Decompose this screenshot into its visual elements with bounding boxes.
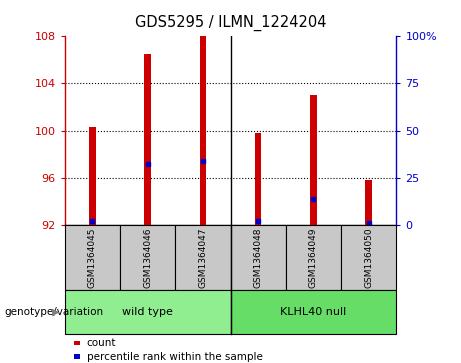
Text: GDS5295 / ILMN_1224204: GDS5295 / ILMN_1224204 (135, 15, 326, 31)
Text: KLHL40 null: KLHL40 null (280, 307, 347, 317)
Text: percentile rank within the sample: percentile rank within the sample (87, 352, 263, 362)
Text: genotype/variation: genotype/variation (5, 307, 104, 317)
Bar (89, 127, 95, 225)
Text: GSM1364045: GSM1364045 (88, 228, 97, 288)
Bar (144, 54, 151, 225)
Bar (255, 133, 261, 225)
Text: ▶: ▶ (53, 307, 60, 317)
Text: GSM1364047: GSM1364047 (198, 228, 207, 288)
Bar (310, 95, 317, 225)
Text: GSM1364049: GSM1364049 (309, 228, 318, 288)
Text: GSM1364046: GSM1364046 (143, 228, 152, 288)
Text: GSM1364050: GSM1364050 (364, 227, 373, 288)
Text: count: count (87, 338, 116, 348)
Text: wild type: wild type (122, 307, 173, 317)
Bar (200, 36, 206, 225)
Bar (366, 180, 372, 225)
Text: GSM1364048: GSM1364048 (254, 228, 263, 288)
